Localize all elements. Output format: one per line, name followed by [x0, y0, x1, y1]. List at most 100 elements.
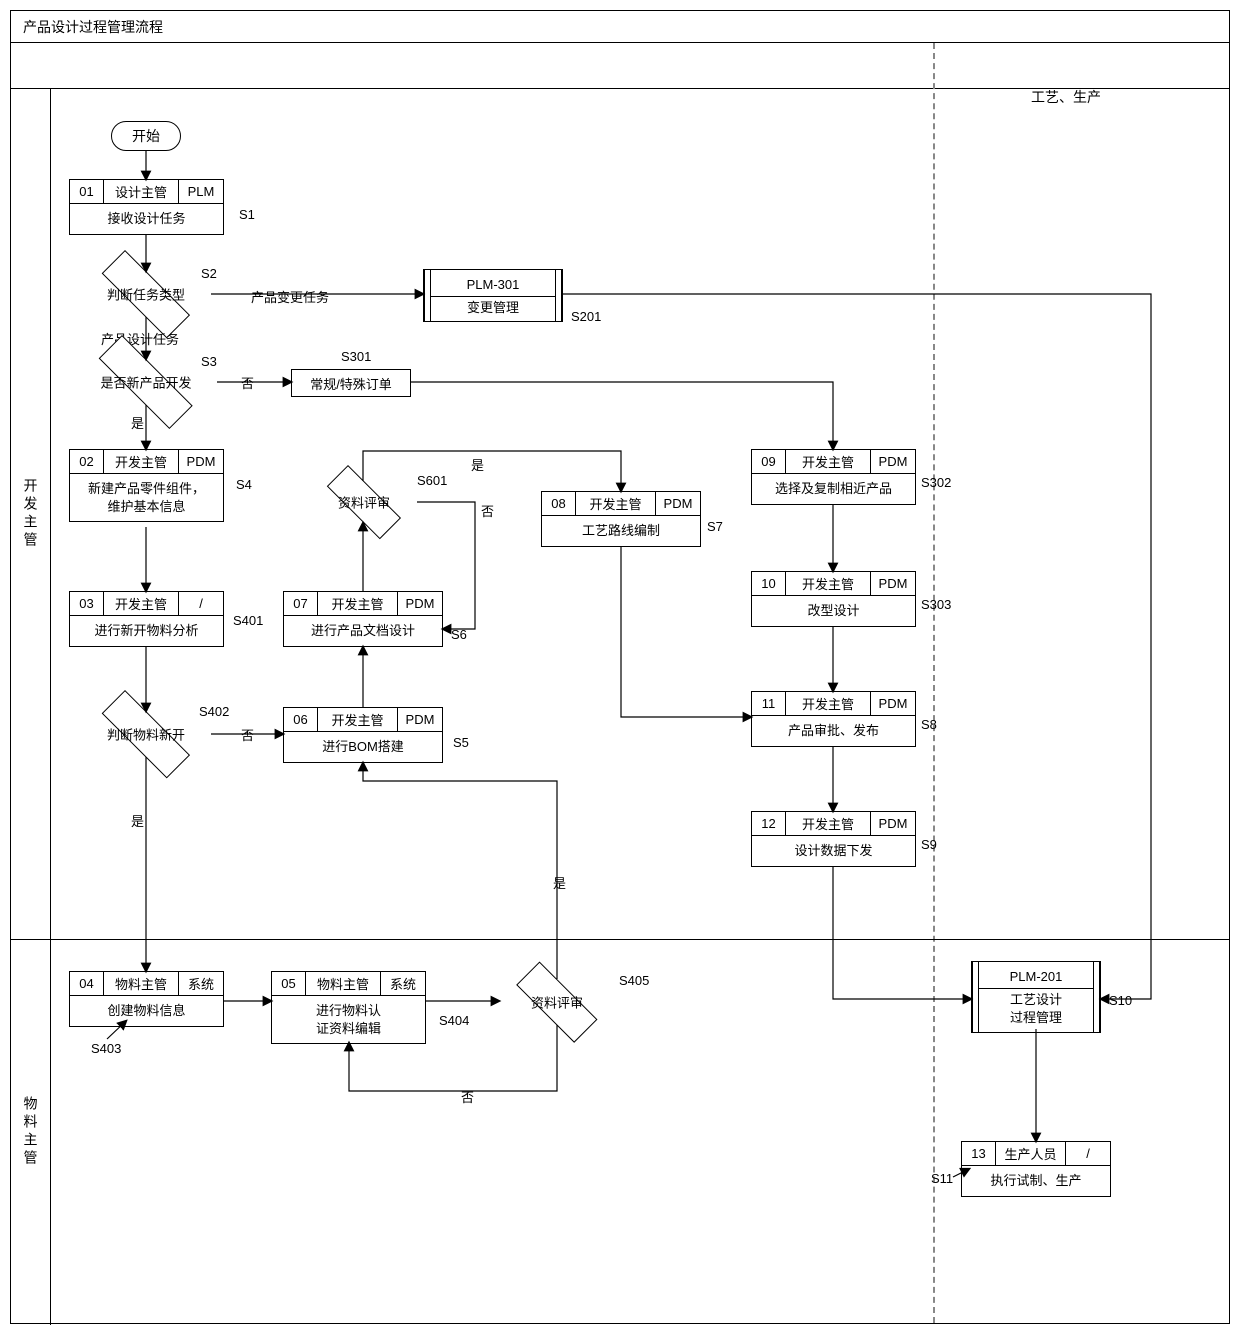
box13-num: 13 — [962, 1142, 996, 1165]
process-s301-txt: 常规/特殊订单 — [310, 374, 392, 393]
process-s301: 常规/特殊订单 — [291, 369, 411, 397]
box12-sys: PDM — [871, 812, 915, 835]
predefined-plm201: PLM-201 工艺设计 过程管理 — [971, 961, 1101, 1033]
box01-txt: 接收设计任务 — [70, 204, 223, 234]
branch-d5-no: 否 — [461, 1087, 474, 1106]
box10-txt: 改型设计 — [752, 596, 915, 626]
box09-num: 09 — [752, 450, 786, 473]
process-box-02: 02 开发主管 PDM 新建产品零件组件， 维护基本信息 — [69, 449, 224, 522]
process-box-05: 05 物料主管 系统 进行物料认 证资料编辑 — [271, 971, 426, 1044]
label-s405: S405 — [619, 973, 649, 988]
label-s3: S3 — [201, 354, 217, 369]
branch-s3-yes: 是 — [131, 413, 144, 432]
decision-s402: 判断物料新开 — [81, 711, 211, 757]
label-s401: S401 — [233, 613, 263, 628]
box08-num: 08 — [542, 492, 576, 515]
label-s601: S601 — [417, 473, 447, 488]
box07-role: 开发主管 — [318, 592, 398, 615]
label-s403: S403 — [91, 1041, 121, 1056]
decision-s3: 是否新产品开发 — [75, 359, 217, 405]
terminator-start: 开始 — [111, 121, 181, 151]
branch-d4-yes: 是 — [471, 455, 484, 474]
box07-num: 07 — [284, 592, 318, 615]
label-s4: S4 — [236, 477, 252, 492]
decision-s2: 判断任务类型 — [81, 271, 211, 317]
swimlane-divider — [11, 939, 1229, 940]
header-row: 工艺、生产 — [11, 43, 1229, 89]
label-s8: S8 — [921, 717, 937, 732]
branch-change-task: 产品变更任务 — [251, 287, 329, 306]
box03-sys: / — [179, 592, 223, 615]
process-box-08: 08 开发主管 PDM 工艺路线编制 — [541, 491, 701, 547]
process-box-03: 03 开发主管 / 进行新开物料分析 — [69, 591, 224, 647]
label-s301: S301 — [341, 349, 371, 364]
box02-sys: PDM — [179, 450, 223, 473]
branch-d4-no: 否 — [481, 501, 494, 520]
process-box-12: 12 开发主管 PDM 设计数据下发 — [751, 811, 916, 867]
plm301-code: PLM-301 — [430, 274, 556, 297]
predefined-plm301: PLM-301 变更管理 — [423, 269, 563, 322]
box04-sys: 系统 — [179, 972, 223, 995]
box05-txt: 进行物料认 证资料编辑 — [272, 996, 425, 1043]
decision-s405: 资料评审 — [499, 979, 615, 1025]
box12-role: 开发主管 — [786, 812, 871, 835]
box02-num: 02 — [70, 450, 104, 473]
branch-d5-yes: 是 — [553, 873, 566, 892]
box08-txt: 工艺路线编制 — [542, 516, 700, 546]
label-s302: S302 — [921, 475, 951, 490]
box12-txt: 设计数据下发 — [752, 836, 915, 866]
label-s6: S6 — [451, 627, 467, 642]
box03-txt: 进行新开物料分析 — [70, 616, 223, 646]
label-s7: S7 — [707, 519, 723, 534]
box07-txt: 进行产品文档设计 — [284, 616, 442, 646]
diagram-title: 产品设计过程管理流程 — [23, 19, 163, 35]
box10-sys: PDM — [871, 572, 915, 595]
label-s10: S10 — [1109, 993, 1132, 1008]
box03-role: 开发主管 — [104, 592, 179, 615]
decision-s3-label: 是否新产品开发 — [75, 373, 217, 392]
box05-role: 物料主管 — [306, 972, 381, 995]
box13-role: 生产人员 — [996, 1142, 1066, 1165]
label-s2: S2 — [201, 266, 217, 281]
box05-sys: 系统 — [381, 972, 425, 995]
column-divider-dashed — [933, 43, 935, 1323]
label-s404: S404 — [439, 1013, 469, 1028]
box01-role: 设计主管 — [104, 180, 179, 203]
decision-s402-label: 判断物料新开 — [81, 725, 211, 744]
swimlane-header-dev: 开发主管 — [11, 89, 51, 939]
box02-role: 开发主管 — [104, 450, 179, 473]
label-s303: S303 — [921, 597, 951, 612]
branch-s3-no: 否 — [241, 373, 254, 392]
decision-s601-label: 资料评审 — [311, 493, 417, 512]
box10-num: 10 — [752, 572, 786, 595]
plm201-txt: 工艺设计 过程管理 — [982, 991, 1090, 1027]
box06-sys: PDM — [398, 708, 442, 731]
box11-sys: PDM — [871, 692, 915, 715]
process-box-06: 06 开发主管 PDM 进行BOM搭建 — [283, 707, 443, 763]
column-label-right: 工艺、生产 — [1031, 87, 1101, 107]
label-s201: S201 — [571, 309, 601, 324]
box01-num: 01 — [70, 180, 104, 203]
box12-num: 12 — [752, 812, 786, 835]
process-box-13: 13 生产人员 / 执行试制、生产 — [961, 1141, 1111, 1197]
box06-role: 开发主管 — [318, 708, 398, 731]
box11-txt: 产品审批、发布 — [752, 716, 915, 746]
process-box-10: 10 开发主管 PDM 改型设计 — [751, 571, 916, 627]
box11-num: 11 — [752, 692, 786, 715]
decision-s405-label: 资料评审 — [499, 993, 615, 1012]
box09-txt: 选择及复制相近产品 — [752, 474, 915, 504]
box08-role: 开发主管 — [576, 492, 656, 515]
plm301-txt: 变更管理 — [434, 299, 552, 317]
process-box-11: 11 开发主管 PDM 产品审批、发布 — [751, 691, 916, 747]
label-s402: S402 — [199, 704, 229, 719]
box07-sys: PDM — [398, 592, 442, 615]
decision-s601: 资料评审 — [311, 481, 417, 523]
box13-sys: / — [1066, 1142, 1110, 1165]
box10-role: 开发主管 — [786, 572, 871, 595]
plm201-code: PLM-201 — [978, 966, 1094, 989]
box03-num: 03 — [70, 592, 104, 615]
process-box-07: 07 开发主管 PDM 进行产品文档设计 — [283, 591, 443, 647]
box01-sys: PLM — [179, 180, 223, 203]
branch-d3-yes: 是 — [131, 811, 144, 830]
box13-txt: 执行试制、生产 — [962, 1166, 1110, 1196]
